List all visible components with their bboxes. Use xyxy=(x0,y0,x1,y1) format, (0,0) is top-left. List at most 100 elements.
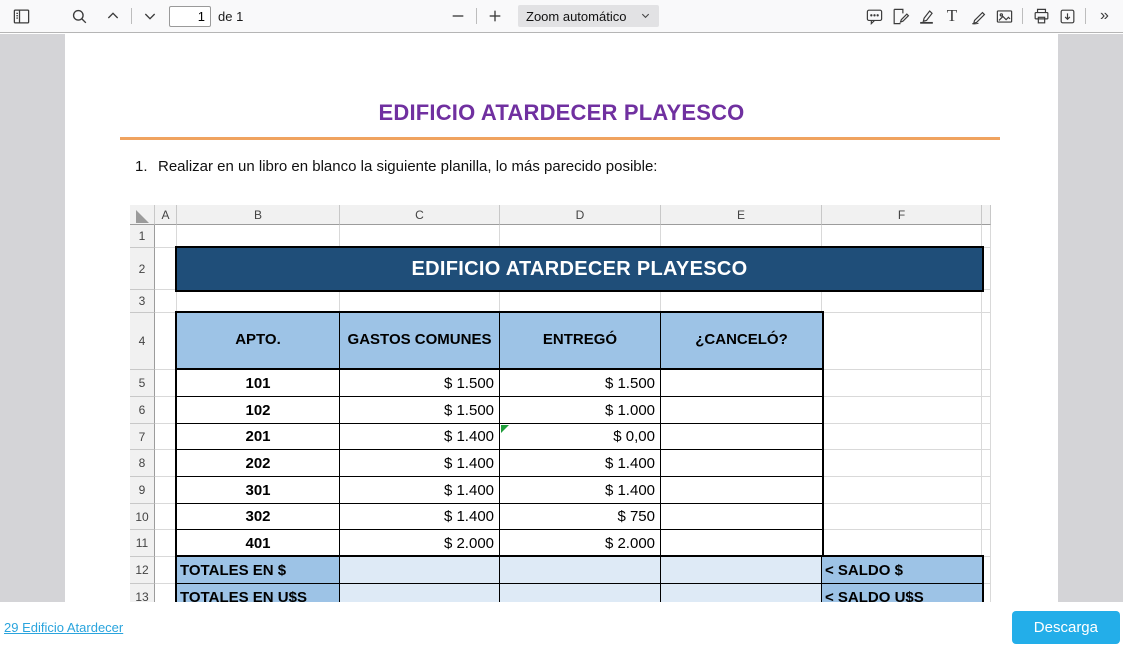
instruction-body: Realizar en un libro en blanco la siguie… xyxy=(158,158,658,175)
previous-page-button[interactable] xyxy=(100,3,126,29)
image-tool-button[interactable] xyxy=(991,3,1017,29)
sheet-header-cell: ENTREGÓ xyxy=(500,313,661,370)
comment-tool-button[interactable] xyxy=(861,3,887,29)
page-number-input[interactable] xyxy=(169,5,211,27)
more-tools-button[interactable]: » xyxy=(1091,3,1117,29)
draw-tool-button[interactable] xyxy=(965,3,991,29)
error-indicator xyxy=(501,425,509,433)
save-button[interactable] xyxy=(1054,3,1080,29)
plus-icon xyxy=(487,8,503,24)
sheet-cell xyxy=(155,477,177,504)
column-header-cell: A xyxy=(155,205,177,225)
totals-cell xyxy=(340,584,500,602)
sheet-data-cell xyxy=(661,450,822,477)
signature-icon xyxy=(891,7,910,26)
sheet-data-cell: 101 xyxy=(177,370,340,397)
text-tool-button[interactable]: T xyxy=(939,3,965,29)
sheet-cell xyxy=(340,290,500,313)
totals-row: TOTALES EN $ < SALDO $ xyxy=(177,557,982,584)
sheet-cell xyxy=(661,225,822,248)
sheet-cell xyxy=(500,290,661,313)
sheet-cell xyxy=(982,504,991,530)
row-number-cell: 10 xyxy=(130,504,155,530)
instruction-number: 1. xyxy=(135,158,148,175)
zoom-out-button[interactable] xyxy=(445,3,471,29)
row-number-cell: 1 xyxy=(130,225,155,248)
sheet-data-row: 101 $ 1.500 $ 1.500 xyxy=(177,370,822,397)
row-number-cell: 11 xyxy=(130,530,155,557)
sheet-cell xyxy=(982,584,991,602)
row-number-cell: 9 xyxy=(130,477,155,504)
sheet-data-cell: $ 2.000 xyxy=(340,530,500,557)
sheet-data-cell: 102 xyxy=(177,397,340,424)
find-button[interactable] xyxy=(66,3,92,29)
page-count-label: de 1 xyxy=(218,8,244,24)
zoom-select[interactable]: Zoom automático xyxy=(518,5,660,27)
sheet-cell xyxy=(155,313,177,370)
sheet-cell xyxy=(982,530,991,557)
column-header-cell: F xyxy=(822,205,982,225)
sheet-data-cell: 301 xyxy=(177,477,340,504)
download-button[interactable]: Descarga xyxy=(1011,611,1120,644)
toolbar-separator xyxy=(1022,8,1023,24)
sheet-cell xyxy=(822,530,982,557)
chevron-down-icon xyxy=(142,8,158,24)
sheet-cell xyxy=(155,557,177,584)
instruction-text: 1. Realizar en un libro en blanco la sigu… xyxy=(135,158,657,175)
row-number-cell: 4 xyxy=(130,313,155,370)
file-link[interactable]: 29 Edificio Atardecer xyxy=(4,620,124,635)
sheet-row: 3 xyxy=(130,290,991,313)
toolbar-separator xyxy=(476,8,477,24)
sheet-cell xyxy=(155,530,177,557)
totals-table: TOTALES EN $ < SALDO $ TOTALES EN U$S < SAL… xyxy=(175,555,984,602)
toolbar-separator xyxy=(1085,8,1086,24)
sidebar-toggle-button[interactable] xyxy=(8,3,34,29)
totals-row: TOTALES EN U$S < SALDO U$S xyxy=(177,584,982,602)
viewer-background: EDIFICIO ATARDECER PLAYESCO 1. Realizar e… xyxy=(0,34,1123,602)
sheet-cell xyxy=(822,477,982,504)
signature-tool-button[interactable] xyxy=(887,3,913,29)
row-number-cell: 6 xyxy=(130,397,155,424)
sheet-data-cell xyxy=(661,424,822,450)
sheet-data-cell: $ 1.400 xyxy=(340,424,500,450)
highlighter-icon xyxy=(917,7,936,26)
row-number-cell: 8 xyxy=(130,450,155,477)
sheet-data-cell: $ 1.400 xyxy=(500,450,661,477)
sheet-cell xyxy=(155,248,177,290)
highlight-tool-button[interactable] xyxy=(913,3,939,29)
sheet-data-row: 201 $ 1.400 $ 0,00 xyxy=(177,424,822,450)
sheet-data-cell: $ 2.000 xyxy=(500,530,661,557)
sheet-data-row: 401 $ 2.000 $ 2.000 xyxy=(177,530,822,557)
sheet-banner: EDIFICIO ATARDECER PLAYESCO xyxy=(175,246,984,292)
sheet-data-cell xyxy=(661,370,822,397)
bottom-bar: 29 Edificio Atardecer Descarga xyxy=(0,602,1123,653)
zoom-in-button[interactable] xyxy=(482,3,508,29)
zoom-select-value: Zoom automático xyxy=(526,8,627,24)
chevron-down-icon xyxy=(640,9,651,24)
column-header-cell: D xyxy=(500,205,661,225)
column-header-cell: E xyxy=(661,205,822,225)
sheet-header-cell: ¿CANCELÓ? xyxy=(661,313,822,370)
sheet-data-cell: $ 0,00 xyxy=(500,424,661,450)
print-button[interactable] xyxy=(1028,3,1054,29)
download-icon xyxy=(1058,7,1077,26)
row-number-cell: 5 xyxy=(130,370,155,397)
sheet-cell xyxy=(155,584,177,602)
sheet-header-row: APTO. GASTOS COMUNES ENTREGÓ ¿CANCELÓ? xyxy=(177,313,822,370)
row-number-cell: 2 xyxy=(130,248,155,290)
sheet-data-cell: $ 1.400 xyxy=(500,477,661,504)
next-page-button[interactable] xyxy=(137,3,163,29)
column-header-cell xyxy=(982,205,991,225)
totals-cell xyxy=(661,584,822,602)
sheet-cell xyxy=(982,290,991,313)
sheet-cell xyxy=(822,424,982,450)
sheet-cell xyxy=(155,397,177,424)
sheet-cell xyxy=(982,477,991,504)
sheet-cell xyxy=(155,504,177,530)
totals-cell xyxy=(500,584,661,602)
sheet-cell xyxy=(177,225,340,248)
sheet-data-row: 202 $ 1.400 $ 1.400 xyxy=(177,450,822,477)
sheet-data-row: 301 $ 1.400 $ 1.400 xyxy=(177,477,822,504)
toolbar-separator xyxy=(131,8,132,24)
